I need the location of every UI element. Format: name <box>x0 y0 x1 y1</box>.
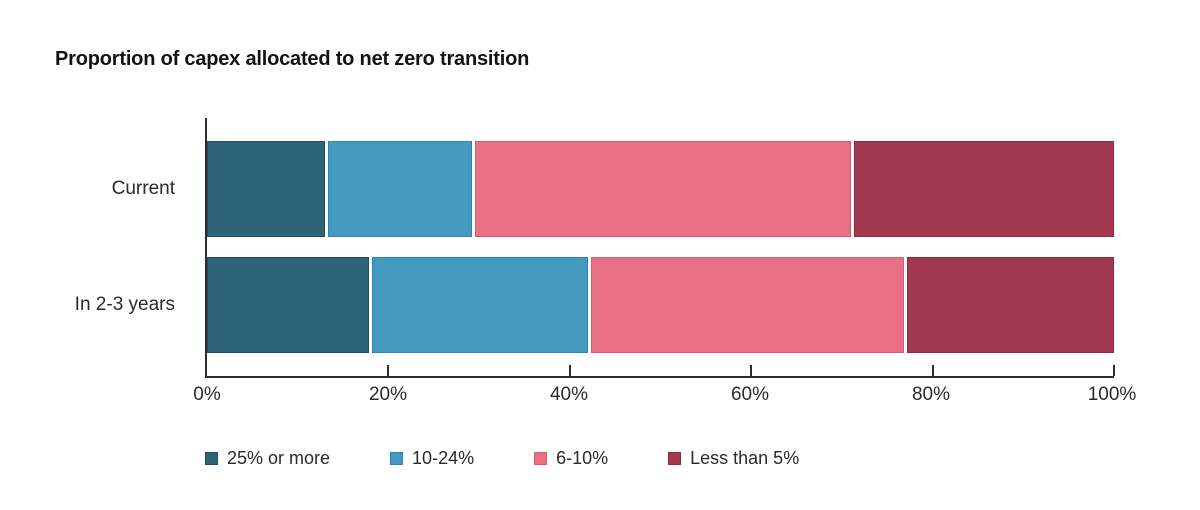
legend: 25% or more 10-24% 6-10% Less than 5% <box>205 448 799 469</box>
legend-item: Less than 5% <box>668 448 799 469</box>
x-axis-tick-label: 40% <box>549 384 589 405</box>
x-axis-labels: 0% 20% 40% 60% 80% 100% <box>193 384 1136 410</box>
x-axis-tick-label: 0% <box>193 384 221 405</box>
legend-swatch <box>668 452 682 465</box>
legend-swatch <box>205 452 218 465</box>
bar-segment <box>207 141 325 237</box>
bar-segment <box>372 257 588 353</box>
bar-row <box>207 257 1114 353</box>
bar-segment <box>207 257 370 353</box>
legend-item: 10-24% <box>390 448 474 469</box>
x-axis-tick <box>387 365 390 376</box>
bar-segment <box>853 141 1114 237</box>
x-axis-tick-label: 60% <box>730 384 770 405</box>
x-axis-tick <box>931 365 934 376</box>
legend-item: 25% or more <box>205 448 330 469</box>
legend-swatch <box>534 452 548 465</box>
bar-row <box>207 141 1114 237</box>
x-axis-tick <box>750 365 753 376</box>
x-axis-tick-label: 20% <box>368 384 408 405</box>
plot-area <box>205 118 1115 378</box>
bars <box>207 118 1114 376</box>
category-label: In 2-3 years <box>74 294 175 315</box>
legend-swatch <box>390 452 404 465</box>
category-label: Current <box>111 178 175 199</box>
legend-label: 6-10% <box>556 448 609 468</box>
legend-item: 6-10% <box>534 448 608 469</box>
chart-title: Proportion of capex allocated to net zer… <box>55 48 530 70</box>
bar-segment <box>907 257 1114 353</box>
legend-label: 25% or more <box>227 448 331 468</box>
bar-segment <box>590 257 905 353</box>
x-axis-tick-label: 100% <box>1087 384 1137 405</box>
bar-segment <box>475 141 851 237</box>
x-axis-tick <box>1113 365 1115 376</box>
bar-segment <box>327 141 473 237</box>
category-axis: Current In 2-3 years <box>0 118 175 376</box>
x-axis-tick-label: 80% <box>911 384 951 405</box>
legend-label: Less than 5% <box>690 448 800 468</box>
x-axis-tick <box>568 365 571 376</box>
legend-label: 10-24% <box>412 448 475 468</box>
